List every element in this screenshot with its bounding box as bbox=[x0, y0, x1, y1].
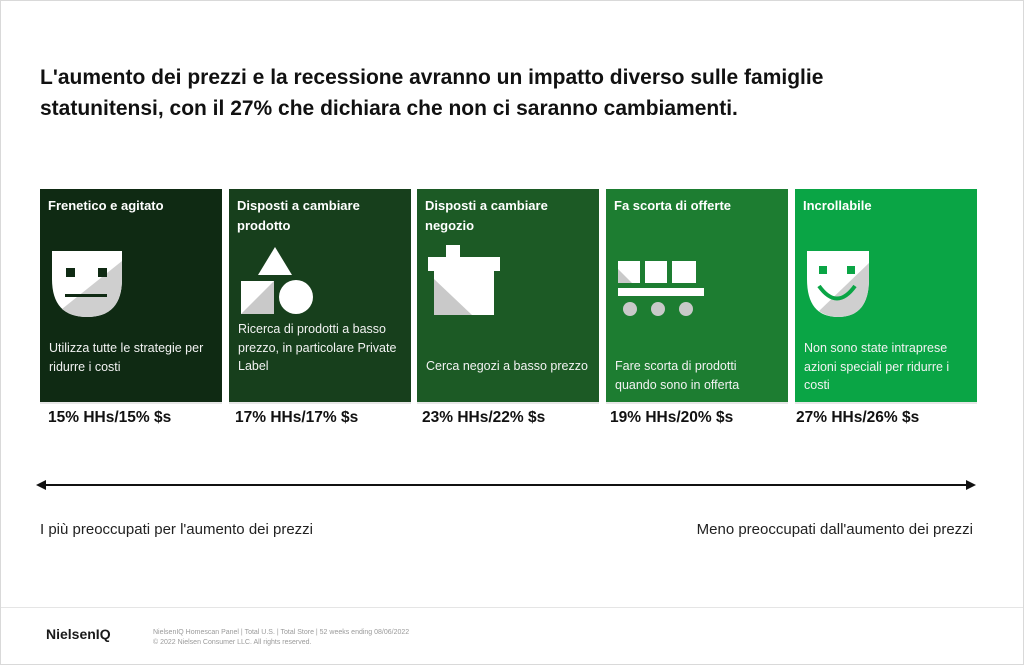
card-divider bbox=[606, 402, 788, 404]
card-title: Disposti a cambiare negozio bbox=[425, 198, 548, 233]
neutral-face-icon bbox=[52, 251, 122, 317]
store-icon bbox=[428, 245, 500, 315]
card-stat: 23% HHs/22% $s bbox=[422, 409, 546, 426]
card-title: Fa scorta di offerte bbox=[614, 198, 732, 213]
concern-scale-arrow bbox=[36, 480, 976, 490]
slide-title: L'aumento dei prezzi e la recessione avr… bbox=[40, 62, 940, 124]
card-title: Frenetico e agitato bbox=[48, 198, 164, 213]
card-stat: 15% HHs/15% $s bbox=[48, 409, 172, 426]
shapes-icon bbox=[241, 247, 313, 314]
footer-divider bbox=[1, 607, 1023, 608]
cart-stock-icon bbox=[618, 261, 704, 316]
card-title: Disposti a cambiare prodotto bbox=[237, 198, 360, 233]
title-line-1: L'aumento dei prezzi e la recessione avr… bbox=[40, 66, 824, 89]
smile-face-icon bbox=[807, 251, 869, 317]
card-stat: 19% HHs/20% $s bbox=[610, 409, 734, 426]
card-divider bbox=[40, 402, 222, 404]
scale-right-label: Meno preoccupati dall'aumento dei prezzi bbox=[696, 521, 973, 538]
footer-source: NielsenIQ Homescan Panel | Total U.S. | … bbox=[153, 628, 409, 648]
segment-card-prodotto: Disposti a cambiare prodotto Ricerca di … bbox=[229, 189, 411, 404]
card-stat: 27% HHs/26% $s bbox=[796, 409, 920, 426]
segment-card-frenetico: Frenetico e agitato Utilizza tutte le st… bbox=[40, 189, 222, 404]
card-title: Incrollabile bbox=[803, 198, 872, 213]
card-description: Cerca negozi a basso prezzo bbox=[426, 359, 588, 373]
card-stat: 17% HHs/17% $s bbox=[235, 409, 359, 426]
nielseniq-logo: NielsenIQ bbox=[46, 626, 111, 642]
segment-card-offerte: Fa scorta di offerte Fare scorta di prod… bbox=[606, 189, 788, 404]
card-description: Utilizza tutte le strategie per ridurre … bbox=[49, 341, 204, 374]
card-description: Ricerca di prodotti a basso prezzo, in p… bbox=[238, 322, 397, 373]
card-divider bbox=[795, 402, 977, 404]
card-divider bbox=[229, 402, 411, 404]
title-line-2: statunitensi, con il 27% che dichiara ch… bbox=[40, 97, 738, 120]
card-description: Fare scorta di prodotti quando sono in o… bbox=[615, 359, 740, 392]
segment-cards: Frenetico e agitato Utilizza tutte le st… bbox=[0, 189, 1024, 439]
footer-source-line: NielsenIQ Homescan Panel | Total U.S. | … bbox=[153, 629, 410, 636]
footer-copyright: © 2022 Nielsen Consumer LLC. All rights … bbox=[153, 639, 312, 646]
segment-card-incrollabile: Incrollabile Non sono state intraprese a… bbox=[795, 189, 977, 404]
segment-card-negozio: Disposti a cambiare negozio Cerca negozi… bbox=[417, 189, 599, 404]
card-description: Non sono state intraprese azioni special… bbox=[804, 341, 950, 392]
scale-left-label: I più preoccupati per l'aumento dei prez… bbox=[40, 521, 314, 538]
card-divider bbox=[417, 402, 599, 404]
